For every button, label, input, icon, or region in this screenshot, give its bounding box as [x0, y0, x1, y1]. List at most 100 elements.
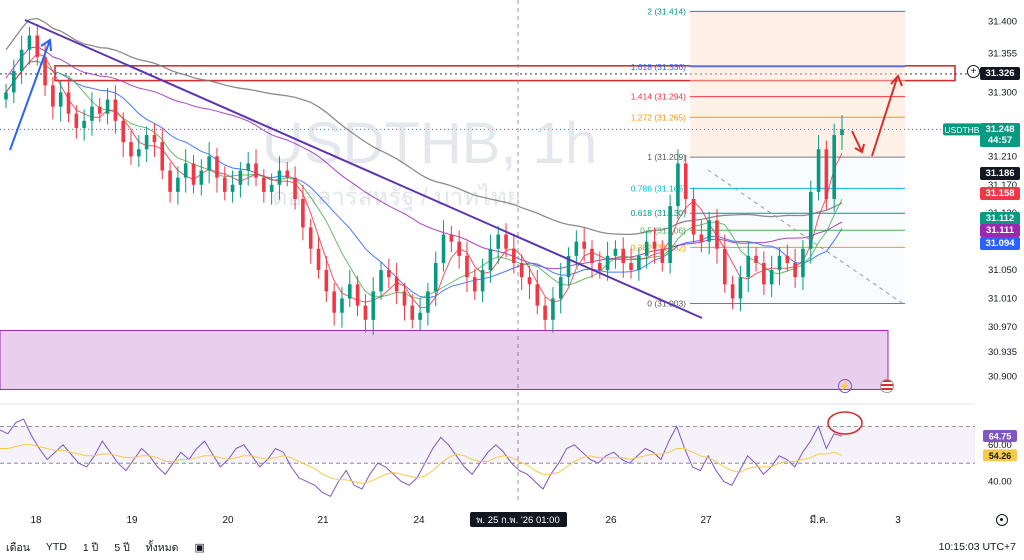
- candle-body: [582, 241, 586, 249]
- candle-body: [269, 184, 274, 192]
- zones-layer: [0, 65, 975, 390]
- rsi-highlight-circle: [827, 411, 863, 435]
- candle-body: [332, 291, 336, 313]
- candle-body: [340, 298, 344, 313]
- chart-svg[interactable]: 0 (31.003)0.382 (31.082)0.5 (31.106)0.61…: [0, 0, 1024, 534]
- candle-body: [191, 163, 196, 185]
- candle-body: [129, 142, 133, 157]
- x-axis-tick-label: 3: [895, 515, 901, 526]
- candle-body: [262, 177, 266, 192]
- blue-arrow-shaft: [9, 39, 51, 151]
- clock: 10:15:03 UTC+7: [938, 541, 1016, 553]
- candle-body: [660, 248, 665, 263]
- x-axis-tick-label: มี.ค.: [810, 514, 829, 526]
- candle-body: [207, 156, 211, 171]
- candle-body: [762, 262, 766, 285]
- candle-body: [74, 113, 79, 128]
- rsi-ma-value-tag-bg: [983, 449, 1017, 462]
- settings-icon[interactable]: [996, 514, 1008, 526]
- fib-label: 1 (31.209): [647, 152, 686, 162]
- fib-label: 1.272 (31.265): [631, 112, 686, 122]
- candle-body: [715, 220, 719, 249]
- candle-body: [301, 199, 305, 228]
- candle-body: [465, 255, 469, 278]
- candle-body: [676, 163, 680, 207]
- candle-body: [379, 270, 383, 292]
- crosshair-x-label: พ. 25 ก.พ. '26 01:00: [476, 515, 559, 526]
- timeframe-5y[interactable]: 5 ปี: [114, 541, 130, 554]
- timeframe-ytd[interactable]: YTD: [45, 541, 67, 553]
- drawings-layer: [9, 19, 906, 319]
- candle-body: [707, 220, 711, 242]
- grid-layer: [0, 0, 975, 503]
- rsi-value-tag-bg: [983, 430, 1017, 443]
- calendar-range-icon[interactable]: ▣: [194, 541, 205, 554]
- candle-body: [668, 206, 672, 263]
- x-axis-tick-label: 24: [413, 515, 425, 526]
- candle-body: [12, 71, 16, 93]
- candle-body: [457, 241, 461, 256]
- candle-body: [574, 241, 579, 256]
- candle-body: [152, 135, 157, 143]
- moving-average-line: [5, 17, 843, 236]
- timeframe-month[interactable]: เดือน: [6, 541, 30, 554]
- candle-body: [543, 305, 547, 320]
- y-axis-tick-label: 30.970: [988, 322, 1017, 333]
- candle-body: [605, 255, 610, 271]
- candle-body: [777, 255, 782, 271]
- price-tag: 31.186: [980, 166, 1020, 180]
- candle-body: [121, 120, 125, 143]
- candle-body: [215, 156, 219, 178]
- candle-body: [19, 49, 24, 72]
- fib-extension-area: [690, 11, 905, 158]
- candle-body: [316, 248, 321, 271]
- lightning-icon[interactable]: ⚡: [838, 379, 852, 393]
- candle-body: [66, 92, 71, 114]
- candle-body: [754, 255, 758, 263]
- candle-body: [230, 184, 235, 192]
- fibonacci-layer: 0 (31.003)0.382 (31.082)0.5 (31.106)0.61…: [631, 6, 905, 308]
- candle-body: [418, 312, 422, 320]
- rsi-value-tag: 64.75: [989, 432, 1012, 442]
- price-tag: 31.326: [980, 67, 1020, 81]
- candle-body: [808, 191, 813, 249]
- rsi-axis-tick-label: 40.00: [988, 477, 1012, 488]
- candle-body: [105, 99, 110, 114]
- candle-body: [551, 298, 555, 320]
- candle-body: [535, 284, 540, 306]
- candle-body: [426, 291, 430, 313]
- candle-body: [840, 129, 844, 136]
- price-tag: 31.248: [980, 122, 1020, 136]
- candle-body: [472, 277, 477, 292]
- candle-body: [113, 99, 118, 121]
- support-zone: [0, 329, 889, 390]
- candle-body: [168, 170, 172, 192]
- candle-body: [324, 270, 329, 292]
- timeframe-all[interactable]: ทั้งหมด: [145, 541, 179, 554]
- bottom-toolbar: เดือน YTD 1 ปี 5 ปี ทั้งหมด ▣ 10:15:03 U…: [0, 534, 1024, 560]
- candle-body: [723, 248, 727, 285]
- candle-body: [363, 305, 368, 320]
- candle-body: [387, 270, 391, 278]
- moving-average-line: [5, 60, 843, 300]
- x-axis-tick-label: 19: [126, 515, 138, 526]
- us-flag-icon[interactable]: [880, 379, 894, 393]
- candle-body: [254, 163, 258, 178]
- candle-body: [449, 234, 454, 242]
- watermark-layer: USDTHB, 1h ดอลลาร์สหรัฐ / บาทไทย: [262, 111, 597, 211]
- timeframe-1y[interactable]: 1 ปี: [82, 541, 99, 554]
- candle-body: [355, 284, 360, 306]
- candle-body: [433, 262, 438, 292]
- y-axis-tick-label: 31.300: [988, 87, 1017, 98]
- fib-label: 0.382 (31.082): [631, 242, 686, 252]
- candle-body: [293, 177, 297, 199]
- candle-body: [824, 149, 829, 199]
- price-tag: 31.158: [980, 186, 1020, 200]
- candle-body: [519, 262, 524, 278]
- price-tag: 31.112: [980, 212, 1020, 226]
- plus-circle-icon[interactable]: +: [967, 65, 980, 78]
- candle-body: [137, 149, 141, 157]
- candle-body: [441, 234, 446, 263]
- candle-body: [496, 234, 501, 249]
